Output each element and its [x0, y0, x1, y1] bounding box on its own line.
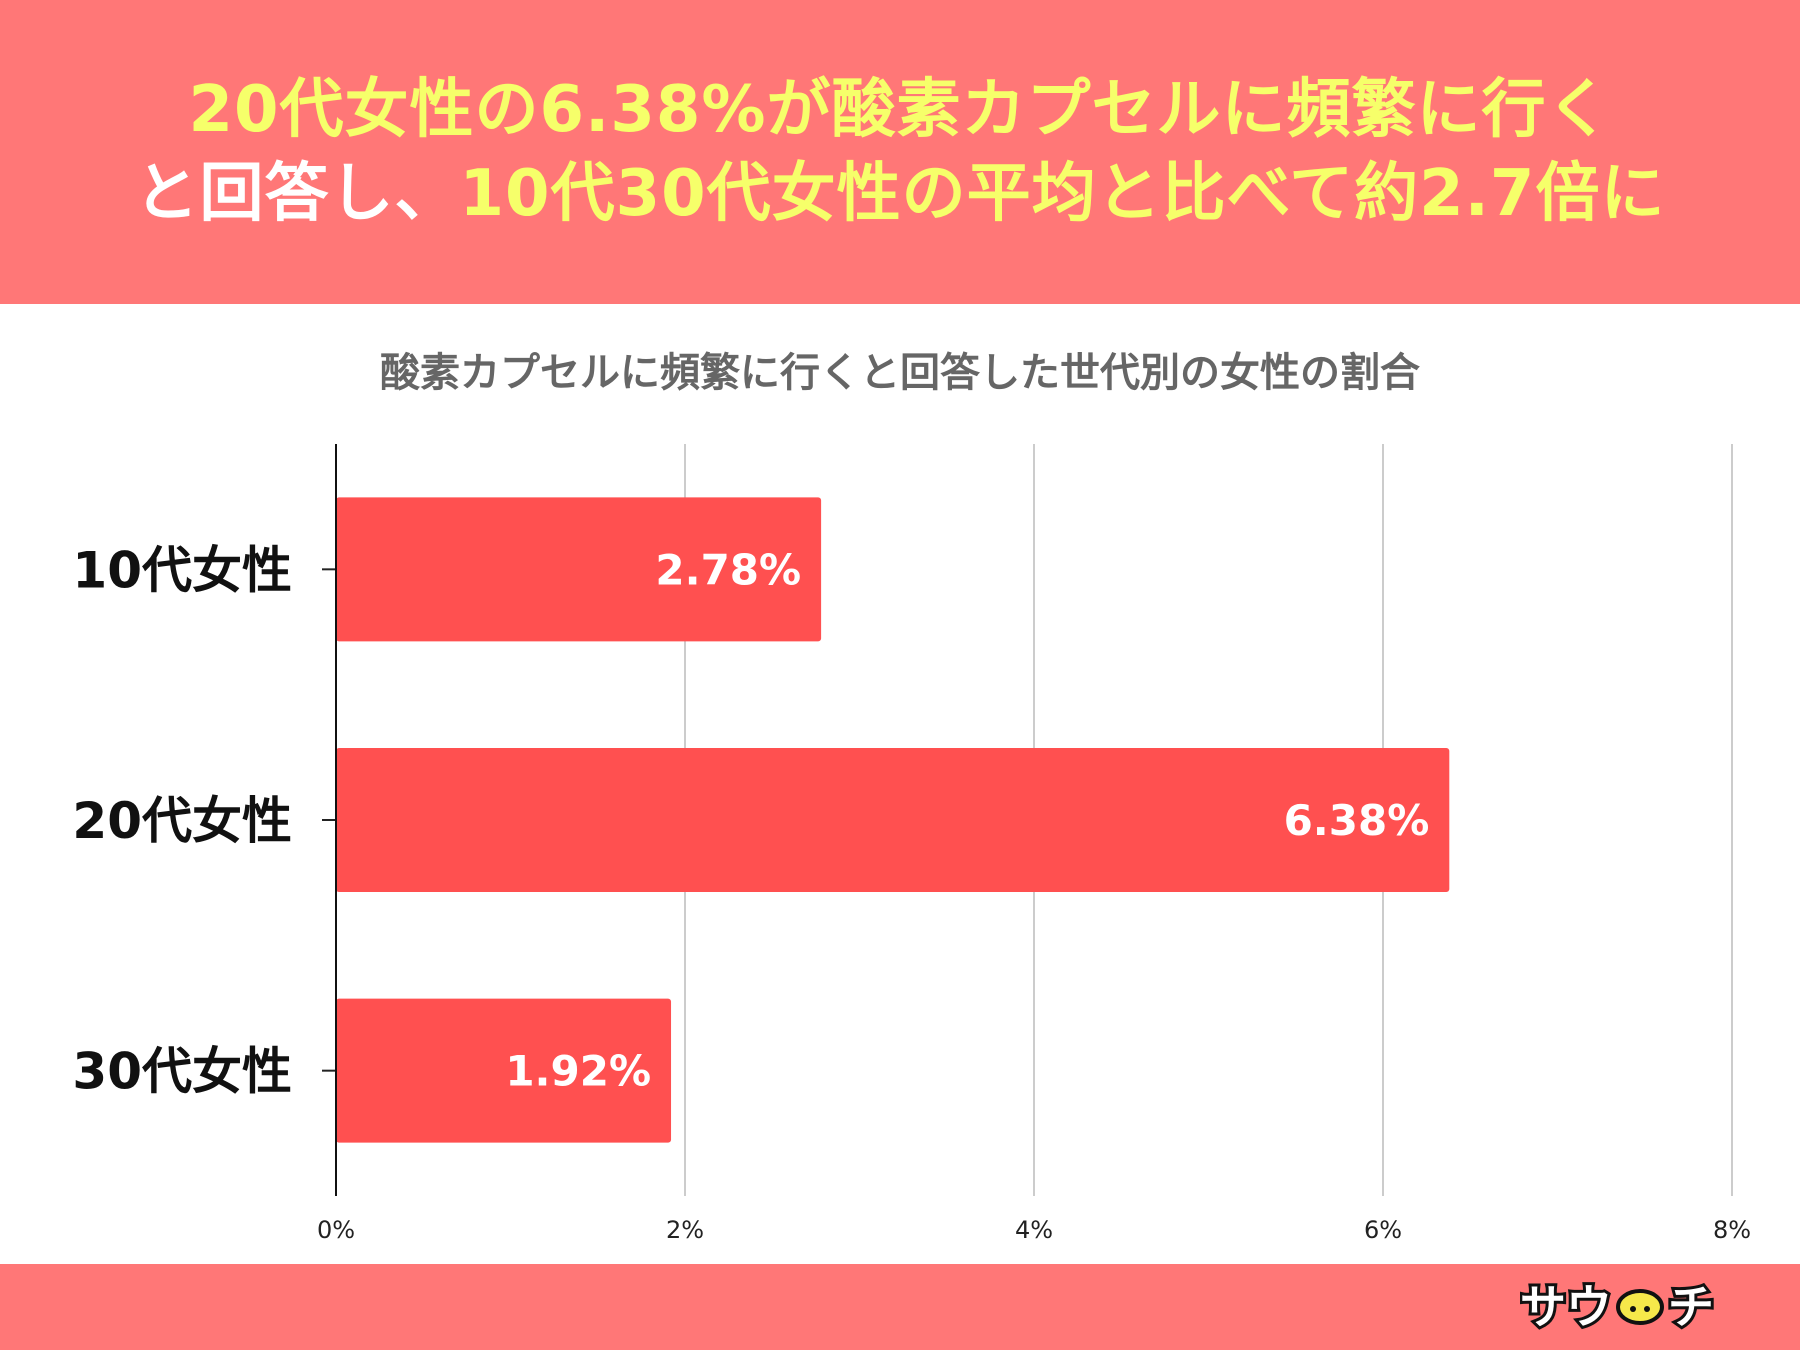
sauna-hat-mascot-icon: サウ チ	[1520, 1277, 1717, 1337]
category-label: 30代女性	[72, 1043, 292, 1101]
headline-line-2-yellow: 10代30代女性の平均と比べて約2.7倍に	[459, 157, 1666, 231]
category-label: 10代女性	[72, 541, 292, 599]
category-label: 20代女性	[72, 792, 292, 850]
bar-value-label: 1.92%	[505, 1047, 651, 1096]
bar-value-label: 2.78%	[655, 545, 801, 594]
bar	[336, 748, 1450, 892]
headline-line-2: と回答し、10代30代女性の平均と比べて約2.7倍に	[135, 152, 1666, 236]
bar-chart: 0% 2% 4% 6% 8% 2.78% 10代女性 6.38% 20代女性 1.92% 30代女性	[72, 444, 1751, 1244]
bar	[336, 497, 822, 642]
svg-text:チ: チ	[1668, 1280, 1714, 1334]
chart-title: 酸素カプセルに頻繁に行くと回答した世代別の女性の割合	[380, 350, 1420, 396]
x-tick-label: 6%	[1364, 1216, 1402, 1244]
header-banner: 20代女性の6.38%が酸素カプセルに頻繁に行く と回答し、10代30代女性の平…	[0, 0, 1800, 304]
svg-text:サウ: サウ	[1520, 1280, 1612, 1334]
bar-value-label: 6.38%	[1284, 796, 1430, 845]
footer-band	[0, 1264, 1800, 1350]
x-tick-label: 2%	[666, 1216, 704, 1244]
x-tick-label: 4%	[1015, 1216, 1053, 1244]
bar	[336, 998, 672, 1143]
brand-logo: サウ チ	[1520, 1273, 1750, 1339]
headline-line-2-white: と回答し、	[134, 157, 460, 231]
x-tick-label: 0%	[317, 1216, 355, 1244]
x-tick-label: 8%	[1713, 1216, 1751, 1244]
headline-line-1: 20代女性の6.38%が酸素カプセルに頻繁に行く	[188, 73, 1612, 147]
